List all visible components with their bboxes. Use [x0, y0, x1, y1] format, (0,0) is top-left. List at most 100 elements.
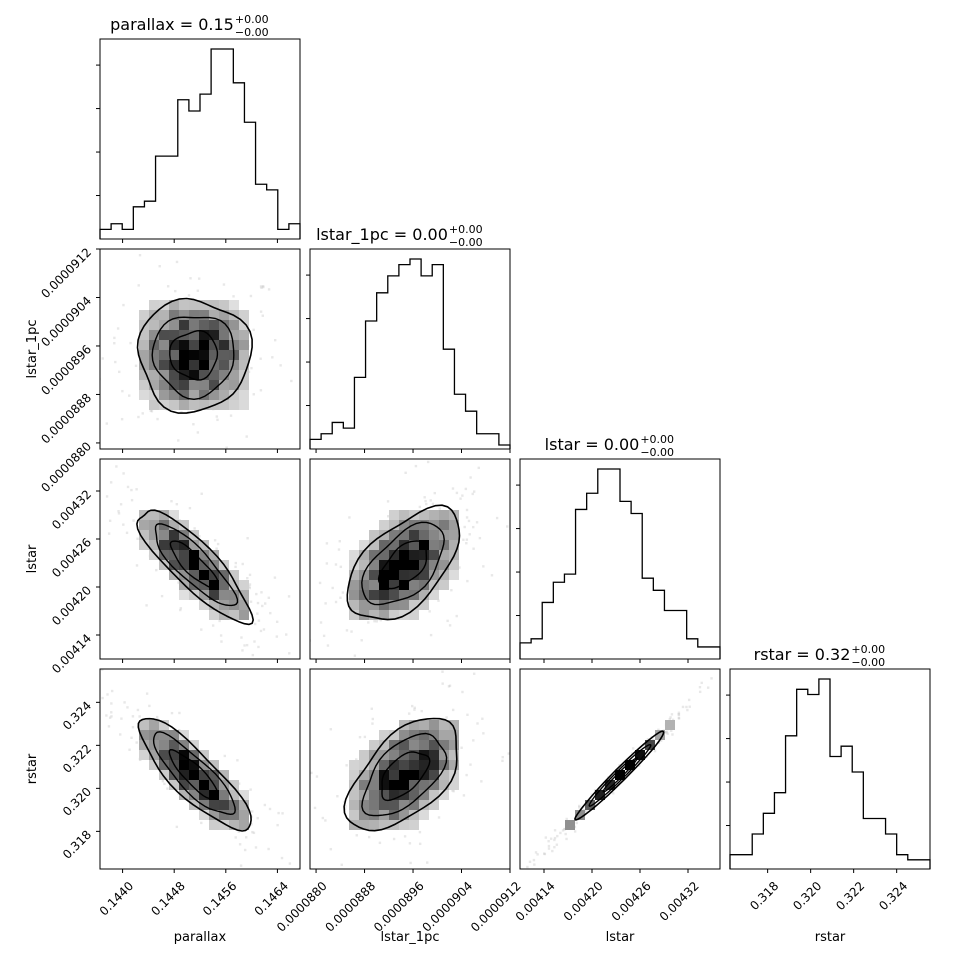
sample-point — [166, 285, 170, 288]
scatter-panel-lstar_1pc-vs-rstar — [309, 653, 511, 908]
density-cell — [229, 380, 239, 390]
sample-point — [94, 483, 96, 485]
sample-point — [382, 906, 384, 908]
density-cell — [159, 760, 169, 770]
sample-point — [310, 771, 313, 775]
sample-point — [482, 565, 485, 568]
sample-point — [565, 837, 568, 841]
sample-point — [113, 342, 116, 345]
sample-point — [477, 466, 480, 470]
sample-point — [261, 604, 264, 608]
density-cell — [189, 310, 199, 320]
sample-point — [635, 761, 638, 765]
x-tick-label-lstar: 0.00420 — [561, 879, 606, 924]
sample-point — [247, 370, 251, 374]
sample-point — [553, 838, 556, 842]
density-cell — [159, 730, 169, 740]
density-cell — [439, 520, 449, 530]
density-cell — [199, 760, 209, 770]
density-cell — [429, 760, 439, 770]
density-cell — [209, 390, 219, 400]
sample-point — [116, 327, 120, 330]
panel-frame — [729, 668, 931, 870]
density-cell — [219, 580, 229, 590]
sample-point — [589, 797, 592, 801]
sample-point — [156, 417, 159, 421]
density-cell — [189, 780, 199, 790]
density-cell — [199, 330, 209, 340]
sample-point — [261, 314, 264, 317]
sample-point — [275, 620, 279, 623]
density-cell — [169, 340, 179, 350]
sample-point — [355, 758, 358, 761]
sample-point — [273, 339, 277, 342]
x-axis-label-rstar: rstar — [815, 930, 846, 945]
y-tick-label-lstar_1pc: 0.0000888 — [38, 391, 94, 447]
density-cell — [189, 560, 199, 570]
sample-point — [706, 686, 710, 689]
y-tick-label-lstar: 0.00426 — [49, 535, 94, 580]
density-cell — [429, 590, 439, 600]
sample-point — [155, 715, 159, 719]
sample-point — [563, 827, 566, 831]
sample-point — [269, 611, 272, 615]
density-cell — [229, 320, 239, 330]
x-tick-label-parallax: 0.1456 — [200, 879, 240, 919]
density-cell — [449, 740, 459, 750]
sample-point — [198, 535, 201, 538]
y-tick-label-rstar: 0.324 — [60, 699, 94, 733]
sample-point — [101, 669, 104, 671]
panel-content — [526, 677, 713, 869]
density-cell — [229, 360, 239, 370]
density-cell — [419, 510, 429, 520]
scatter-panel-parallax-vs-lstar_1pc — [96, 248, 301, 453]
panel-title-parallax: parallax = 0.15 — [110, 15, 234, 34]
density-cell — [219, 590, 229, 600]
density-cell — [429, 800, 439, 810]
sample-point — [315, 775, 319, 778]
x-axis-label-parallax: parallax — [174, 930, 227, 945]
sample-point — [179, 607, 183, 610]
sample-point — [479, 653, 481, 655]
sample-point — [677, 713, 680, 716]
sample-point — [363, 735, 367, 739]
density-cell — [349, 810, 359, 820]
sample-point — [351, 665, 353, 667]
density-cell — [149, 730, 159, 740]
density-cell — [439, 780, 449, 790]
sample-point — [688, 705, 691, 708]
density-cell — [239, 810, 249, 820]
density-cell — [159, 740, 169, 750]
sample-point — [122, 523, 125, 526]
density-cell — [139, 740, 149, 750]
density-cell — [409, 540, 419, 550]
density-cell — [139, 750, 149, 760]
density-cell — [169, 510, 179, 520]
density-cell — [419, 730, 429, 740]
density-cell — [239, 800, 249, 810]
sample-point — [463, 525, 466, 529]
contour-level-2 — [588, 744, 652, 807]
density-cell — [419, 570, 429, 580]
density-cell — [399, 540, 409, 550]
sample-point — [322, 634, 326, 638]
contour-level-1 — [346, 504, 461, 621]
density-cell — [139, 390, 149, 400]
y-axis-label-lstar: lstar — [25, 544, 40, 573]
sample-point — [371, 722, 374, 725]
density-cell — [389, 800, 399, 810]
sample-point — [135, 741, 138, 744]
sample-point — [234, 836, 237, 839]
sample-point — [148, 704, 151, 708]
sample-point — [122, 472, 125, 475]
density-cell — [399, 580, 409, 590]
sample-point — [646, 738, 650, 741]
sample-point — [458, 566, 461, 569]
panel-content — [100, 254, 293, 449]
sample-point — [331, 586, 334, 590]
density-cell — [239, 390, 249, 400]
sample-point — [459, 497, 462, 500]
density-cell — [209, 600, 219, 610]
sample-point — [101, 357, 104, 360]
sample-point — [145, 604, 148, 607]
